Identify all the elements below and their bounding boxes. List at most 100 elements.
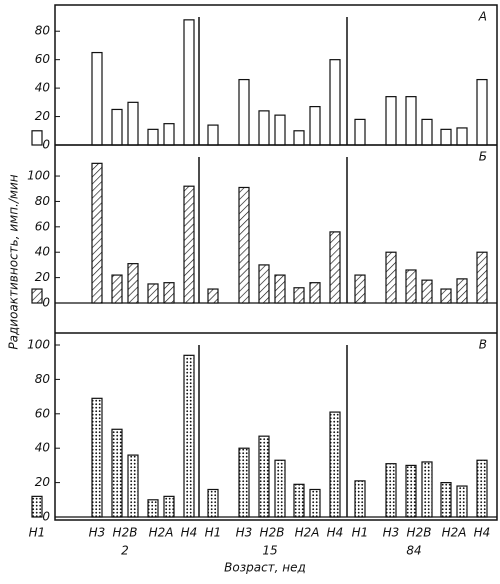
bar <box>421 461 433 518</box>
bar <box>111 108 123 146</box>
x-tick-label: H2A <box>295 526 320 540</box>
bar <box>385 251 397 304</box>
y-tick-label: 60 <box>35 219 51 233</box>
y-axis-title: Радиоактивность, имп./мин <box>7 174 21 349</box>
y-tick-label: 80 <box>35 372 51 386</box>
bar <box>354 274 366 304</box>
bar <box>238 447 250 518</box>
bar <box>111 428 123 518</box>
bar <box>274 114 286 146</box>
bar <box>127 101 139 146</box>
bar <box>163 495 175 518</box>
y-tick-label: 80 <box>35 24 51 38</box>
bar <box>385 96 397 146</box>
x-tick-label: H1 <box>352 526 369 540</box>
x-tick-label: H2B <box>260 526 285 540</box>
panel-label: В <box>479 338 487 352</box>
bar <box>91 397 103 518</box>
bar <box>258 264 270 304</box>
bar <box>91 162 103 304</box>
y-tick-label: 0 <box>42 296 50 310</box>
y-tick-label: 100 <box>27 338 50 352</box>
bar <box>329 59 341 146</box>
bar <box>405 269 417 304</box>
bar <box>405 96 417 146</box>
y-tick-label: 60 <box>35 52 51 66</box>
bar <box>293 130 305 146</box>
bar <box>274 459 286 518</box>
bar <box>31 495 43 518</box>
bar <box>456 127 468 146</box>
frame <box>54 4 498 521</box>
bar <box>309 282 321 304</box>
y-tick-label: 20 <box>35 109 51 123</box>
bar <box>309 105 321 146</box>
bar <box>309 488 321 518</box>
bar <box>147 283 159 304</box>
bar <box>183 185 195 304</box>
bar <box>456 278 468 304</box>
y-tick-label: 0 <box>42 138 50 152</box>
x-tick-label: H1 <box>205 526 222 540</box>
y-tick-label: 20 <box>35 475 51 489</box>
bar <box>31 288 43 304</box>
y-tick-label: 40 <box>35 441 51 455</box>
y-tick-label: 40 <box>35 81 51 95</box>
y-tick-label: 60 <box>35 406 51 420</box>
bar <box>440 482 452 518</box>
bar <box>91 51 103 146</box>
bar <box>456 485 468 518</box>
y-tick-label: 0 <box>42 510 50 524</box>
x-tick-label: H3 <box>383 526 400 540</box>
group-label: 84 <box>406 544 421 558</box>
x-tick-label: H3 <box>236 526 253 540</box>
x-tick-label: H4 <box>181 526 198 540</box>
bar <box>183 354 195 518</box>
y-tick-label: 100 <box>27 169 50 183</box>
y-tick-label: 40 <box>35 245 51 259</box>
bar <box>405 464 417 518</box>
x-tick-label: H4 <box>474 526 491 540</box>
bar <box>127 263 139 304</box>
y-tick-label: 80 <box>35 194 51 208</box>
bar <box>476 78 488 146</box>
bar <box>111 274 123 304</box>
bar <box>329 231 341 304</box>
bar <box>147 128 159 146</box>
bar <box>354 118 366 146</box>
x-axis-title: Возраст, нед <box>224 561 306 575</box>
x-tick-label: H1 <box>29 526 46 540</box>
bar <box>440 288 452 304</box>
panel-label: А <box>478 10 487 24</box>
bar <box>258 110 270 146</box>
bar <box>354 480 366 518</box>
x-tick-label: H2B <box>113 526 138 540</box>
x-tick-label: H2B <box>407 526 432 540</box>
bar <box>238 78 250 146</box>
bar <box>329 411 341 518</box>
bar <box>421 279 433 304</box>
bar <box>421 118 433 146</box>
bar <box>207 124 219 146</box>
bar <box>207 288 219 304</box>
bar <box>293 287 305 304</box>
panel-label: Б <box>479 150 487 164</box>
bar <box>274 274 286 304</box>
bar <box>31 130 43 146</box>
x-tick-label: H2A <box>442 526 467 540</box>
y-tick-label: 20 <box>35 270 51 284</box>
bar <box>183 19 195 146</box>
bar <box>440 128 452 146</box>
bar <box>147 499 159 518</box>
bar <box>127 454 139 518</box>
bar <box>476 251 488 304</box>
bar <box>293 483 305 518</box>
bar <box>163 123 175 146</box>
bar <box>163 282 175 304</box>
group-label: 2 <box>121 544 129 558</box>
bar <box>207 488 219 518</box>
bar <box>476 459 488 518</box>
group-label: 15 <box>262 544 277 558</box>
bar <box>385 463 397 518</box>
